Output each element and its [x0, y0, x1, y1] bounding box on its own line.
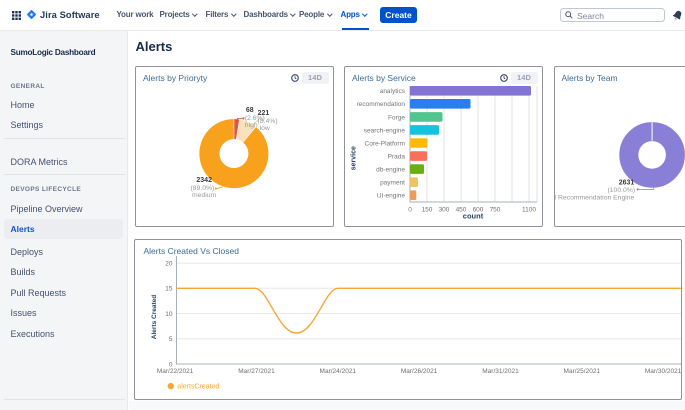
svg-text:alertsCreated: alertsCreated — [177, 383, 219, 390]
svg-text:recommendation: recommendation — [357, 101, 406, 108]
svg-text:10: 10 — [165, 310, 173, 317]
svg-text:service: service — [351, 146, 358, 170]
svg-text:analytics: analytics — [380, 88, 406, 95]
svg-text:1100: 1100 — [522, 207, 536, 214]
svg-text:750: 750 — [490, 207, 501, 214]
svg-text:payment: payment — [380, 180, 405, 187]
svg-text:Mar/30/2021: Mar/30/2021 — [644, 367, 680, 374]
svg-text:5: 5 — [168, 336, 172, 343]
svg-text:Mar/22/2021: Mar/22/2021 — [156, 367, 193, 374]
svg-text:Search and Recommendation Engi: Search and Recommendation Engine — [555, 195, 635, 202]
svg-text:Mar/31/2021: Mar/31/2021 — [482, 367, 519, 374]
svg-text:search-engine: search-engine — [364, 127, 406, 134]
svg-text:15: 15 — [165, 285, 173, 292]
svg-text:Core-Platform: Core-Platform — [365, 140, 405, 147]
svg-text:db-engine: db-engine — [376, 167, 405, 174]
svg-text:0: 0 — [168, 361, 172, 368]
svg-text:0: 0 — [408, 207, 412, 214]
svg-text:300: 300 — [439, 207, 450, 214]
svg-text:600: 600 — [473, 207, 484, 214]
svg-text:Alerts Created: Alerts Created — [151, 294, 158, 338]
svg-text:Mar/24/2021: Mar/24/2021 — [319, 367, 356, 374]
svg-text:20: 20 — [165, 260, 173, 267]
svg-text:Prada: Prada — [388, 153, 406, 160]
svg-text:150: 150 — [422, 207, 433, 214]
svg-text:count: count — [463, 212, 484, 221]
svg-text:Mar/27/2021: Mar/27/2021 — [238, 367, 275, 374]
svg-text:UI-engine: UI-engine — [377, 193, 406, 200]
svg-text:Mar/26/2021: Mar/26/2021 — [400, 367, 437, 374]
svg-text:450: 450 — [456, 207, 467, 214]
svg-text:Forge: Forge — [388, 114, 405, 121]
svg-text:(100.0%): (100.0%) — [607, 187, 635, 194]
svg-text:Mar/25/2021: Mar/25/2021 — [563, 367, 600, 374]
svg-text:2631: 2631 — [618, 179, 634, 186]
